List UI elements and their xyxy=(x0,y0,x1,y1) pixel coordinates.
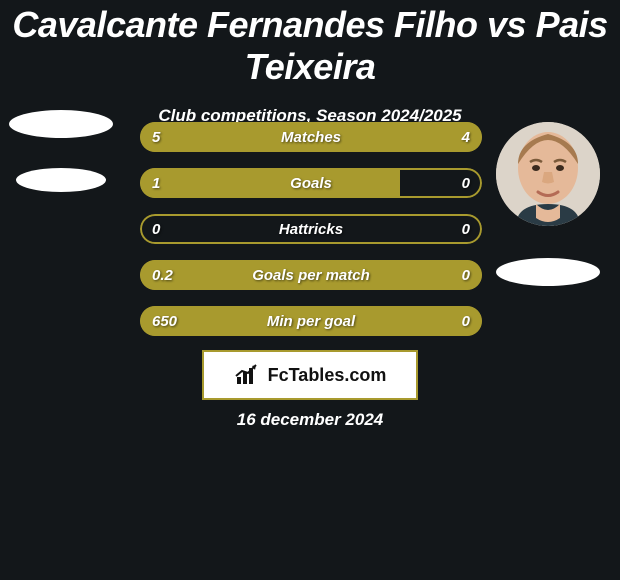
placeholder-ellipse xyxy=(9,110,113,138)
stat-label: Hattricks xyxy=(140,214,482,244)
placeholder-ellipse xyxy=(16,168,106,192)
stat-bar-row: 1Goals0 xyxy=(140,168,482,198)
stat-bars: 5Matches41Goals00Hattricks00.2Goals per … xyxy=(140,122,482,352)
stat-label: Min per goal xyxy=(140,306,482,336)
stat-label: Goals xyxy=(140,168,482,198)
date: 16 december 2024 xyxy=(0,410,620,430)
stat-bar-row: 5Matches4 xyxy=(140,122,482,152)
avatar-face-icon xyxy=(496,122,600,226)
stat-value-right: 0 xyxy=(462,260,470,290)
logo-text: FcTables.com xyxy=(268,365,387,386)
source-logo: FcTables.com xyxy=(202,350,418,400)
stat-value-right: 0 xyxy=(462,168,470,198)
stat-label: Matches xyxy=(140,122,482,152)
stat-value-right: 4 xyxy=(462,122,470,152)
placeholder-ellipse xyxy=(496,258,600,286)
stat-bar-row: 650Min per goal0 xyxy=(140,306,482,336)
player-left-avatar-block xyxy=(8,122,113,192)
stat-bar-row: 0Hattricks0 xyxy=(140,214,482,244)
comparison-infographic: Cavalcante Fernandes Filho vs Pais Teixe… xyxy=(0,0,620,580)
avatar xyxy=(496,122,600,226)
stat-value-right: 0 xyxy=(462,306,470,336)
stat-label: Goals per match xyxy=(140,260,482,290)
stat-value-right: 0 xyxy=(462,214,470,244)
chart-icon xyxy=(234,363,262,387)
player-right-avatar-block xyxy=(495,122,600,286)
page-title: Cavalcante Fernandes Filho vs Pais Teixe… xyxy=(0,0,620,88)
stat-bar-row: 0.2Goals per match0 xyxy=(140,260,482,290)
